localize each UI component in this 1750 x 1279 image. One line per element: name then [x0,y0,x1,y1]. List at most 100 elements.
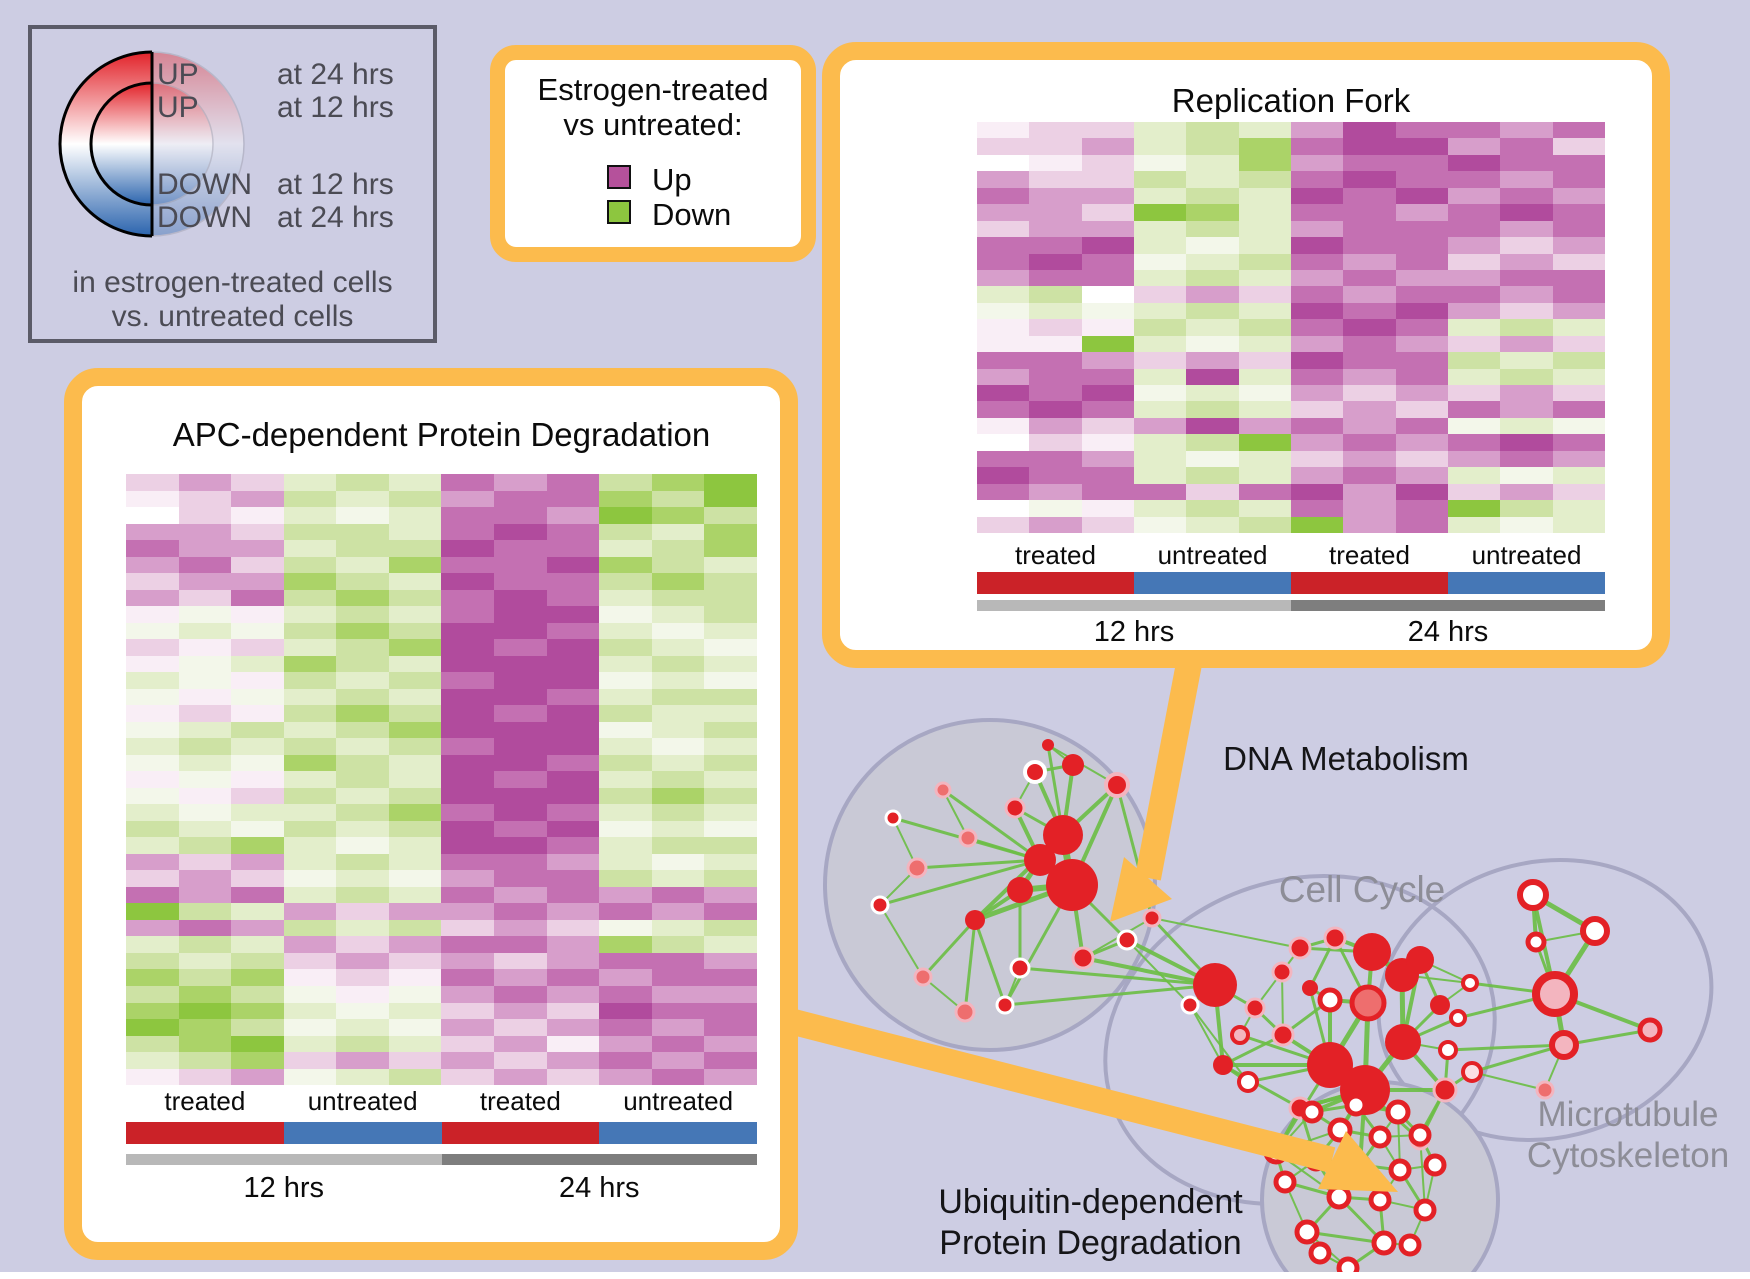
heatmap-cell [1500,187,1553,205]
heatmap-cell [336,655,389,673]
time-label: 24 hrs [1407,616,1489,648]
heatmap-cell [231,655,284,673]
heatmap-cell [126,985,179,1003]
heatmap-cell [336,952,389,970]
heatmap-cell [494,622,547,640]
heatmap-cell [1029,237,1082,254]
heatmap-cell [704,853,757,871]
heatmap-cell [1133,220,1187,238]
heatmap-row [977,516,1605,533]
network-node [1230,1025,1250,1045]
heatmap-cell [977,368,1030,385]
up-label: Up [652,162,692,197]
heatmap-cell [336,853,389,871]
heatmap-cell [546,490,600,508]
heatmap-row [126,507,757,524]
12hrs-bar-segment [126,1154,442,1165]
heatmap-cell [1238,253,1291,270]
heatmap-cell [1029,187,1082,205]
heatmap-row [126,771,757,788]
heatmap-cell [1447,500,1501,517]
heatmap-cell [1447,171,1501,188]
heatmap-cell [1133,483,1187,501]
heatmap-cell [441,474,495,491]
heatmap-cell [1552,500,1605,517]
heatmap-cell [441,1068,495,1086]
heatmap-cell [126,540,179,557]
heatmap-cell [977,467,1030,484]
heatmap-cell [599,1035,652,1053]
heatmap-cell [704,886,757,904]
ring-legend-caption: vs. untreated cells [111,300,354,333]
heatmap-cell [231,606,284,623]
heatmap-cell [388,672,442,689]
condition-label: untreated [307,1086,418,1116]
heatmap-cell [1186,138,1239,155]
heatmap-cell [441,688,495,706]
heatmap-cell [599,969,652,986]
heatmap-cell [704,655,757,673]
heatmap-cell [1552,352,1605,369]
heatmap-cell [336,820,389,838]
heatmap-cell [178,672,232,689]
heatmap-cell [388,952,442,970]
network-node [884,809,902,827]
heatmap-cell [441,853,495,871]
heatmap-row [126,622,757,640]
heatmap-cell [977,220,1030,238]
heatmap-cell [977,352,1030,369]
heatmap-cell [126,820,179,838]
condition-label: treated [1015,540,1096,570]
heatmap-cell [494,573,547,590]
heatmap-cell [1186,450,1239,468]
heatmap-cell [1081,417,1134,435]
heatmap-cell [546,1002,600,1020]
network-node [1104,772,1130,798]
heatmap-cell [1133,335,1187,353]
heatmap-row [126,837,757,854]
heatmap-cell [441,738,495,755]
network-node [1317,987,1343,1013]
heatmap-cell [1238,220,1291,238]
heatmap-cell [231,853,284,871]
heatmap-cell [1500,138,1553,155]
heatmap-cell [1133,368,1187,385]
heatmap-cell [1290,401,1344,418]
heatmap-cell [1081,434,1134,451]
annotation-arrow-shaft [1135,645,1205,881]
heatmap-cell [388,936,442,953]
heatmap-row [126,804,757,821]
heatmap-cell [388,919,442,937]
heatmap-cell [546,639,600,656]
heatmap-cell [1029,286,1082,303]
heatmap-cell [977,483,1030,501]
heatmap-cell [231,540,284,557]
heatmap-cell [336,1002,389,1020]
heatmap-cell [599,639,652,656]
heatmap-cell [1029,417,1082,435]
heatmap-cell [441,1002,495,1020]
heatmap-cell [1500,417,1553,435]
network-edge [1189,1004,1249,1083]
network-node [1071,946,1095,970]
heatmap-cell [441,1035,495,1053]
heatmap-cell [1500,352,1553,369]
heatmap-cell [1081,122,1134,139]
heatmap-cell [494,837,547,854]
network-node [1273,1170,1297,1194]
heatmap-cell [977,335,1030,353]
heatmap-cell [283,870,337,887]
heatmap-row [126,969,757,986]
heatmap-cell [651,490,705,508]
heatmap-cell [1500,204,1553,221]
heatmap-cell [599,622,652,640]
heatmap-cell [1290,253,1344,270]
heatmap-cell [1343,187,1396,205]
network-node [965,910,985,930]
heatmap-row [126,523,757,541]
heatmap-row [126,721,757,739]
heatmap-cell [1447,450,1501,468]
heatmap-cell [1029,352,1082,369]
heatmap-cell [126,1068,179,1086]
heatmap-cell [283,672,337,689]
